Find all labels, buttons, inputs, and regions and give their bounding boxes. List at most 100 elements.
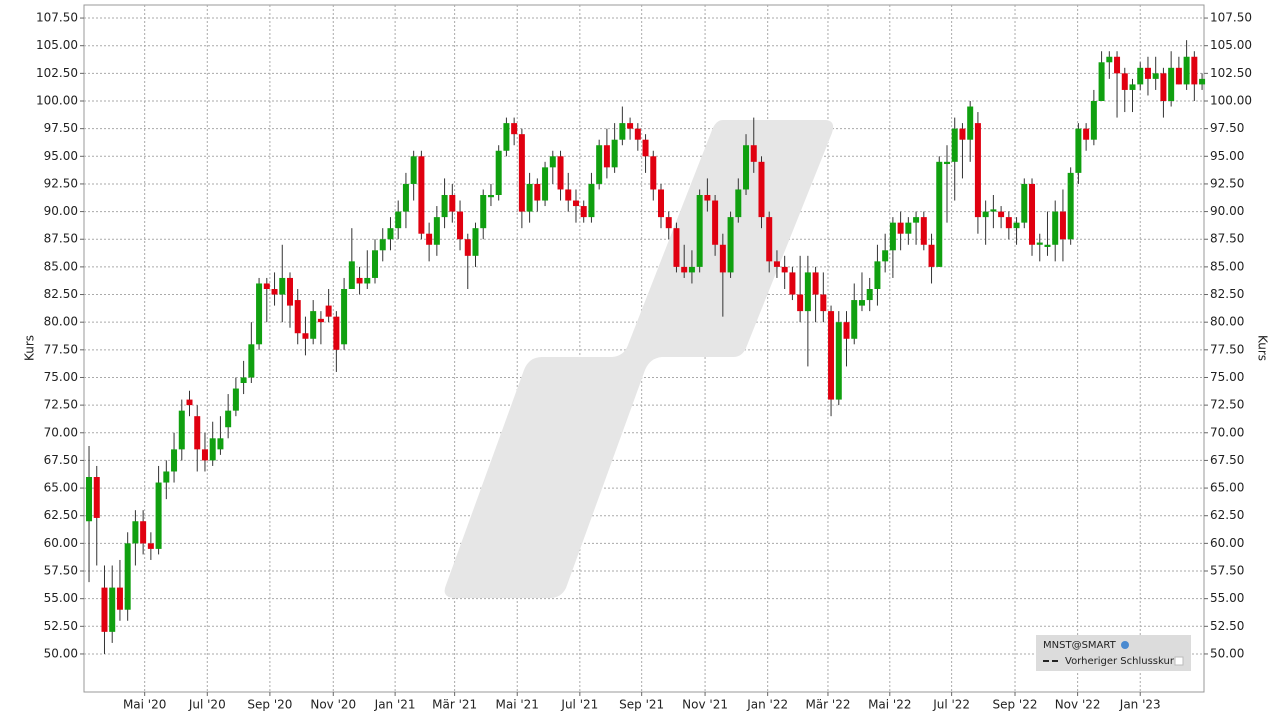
candle-body (804, 272, 811, 312)
candle-body (913, 217, 920, 223)
candle-body (503, 123, 510, 151)
candle-body (1129, 84, 1136, 90)
candle-body (1029, 183, 1036, 245)
x-tick-label: Jan '23 (1119, 698, 1161, 712)
candle-body (719, 244, 726, 273)
y-tick-label: 65.00 (44, 481, 78, 495)
x-tick-label: Jan '21 (374, 698, 416, 712)
candle-body (951, 128, 958, 162)
candle-body (155, 482, 162, 549)
candle-body (147, 543, 154, 549)
candle-body (379, 239, 386, 251)
candle-body (874, 261, 881, 290)
candle-body (279, 277, 286, 295)
y-tick-label: 57.50 (44, 564, 78, 578)
candle-body (410, 156, 417, 184)
y2-tick-label: 102.50 (1210, 66, 1252, 80)
y-tick-label: 82.50 (44, 287, 78, 301)
candle-body (634, 128, 641, 140)
candle-body (534, 183, 541, 201)
y-tick-label: 70.00 (44, 425, 78, 439)
candle-body (758, 161, 765, 218)
candle-body (812, 272, 819, 295)
x-tick-label: Jul '22 (932, 698, 970, 712)
candle-body (1013, 222, 1020, 229)
candle-body (743, 145, 750, 190)
candle-body (518, 134, 525, 212)
candle-body (116, 587, 123, 610)
candle-body (1168, 67, 1175, 101)
candle-body (1059, 211, 1066, 240)
candle-body (542, 167, 549, 201)
candle-body (186, 399, 193, 406)
y2-axis-label: Kurs (1256, 335, 1270, 361)
y2-tick-label: 97.50 (1210, 121, 1244, 135)
candle-body (1144, 67, 1151, 79)
y-tick-label: 92.50 (44, 176, 78, 190)
candle-body (990, 209, 997, 212)
x-tick-label: Mai '20 (123, 698, 166, 712)
candle-body (248, 344, 255, 378)
candle-body (928, 244, 935, 267)
y-tick-label: 72.50 (44, 398, 78, 412)
candle-body (472, 228, 479, 256)
candle-body (943, 161, 950, 165)
y-tick-label: 90.00 (44, 204, 78, 218)
candle-body (372, 250, 379, 278)
legend-label: Vorheriger Schlusskurs (1065, 656, 1179, 667)
x-tick-label: Nov '22 (1055, 698, 1101, 712)
candle-body (642, 139, 649, 157)
candle-body (820, 294, 827, 312)
legend-box (1036, 635, 1191, 671)
x-tick-label: Jul '21 (560, 698, 598, 712)
candle-body (565, 189, 572, 201)
y-tick-label: 95.00 (44, 149, 78, 163)
candle-body (920, 217, 927, 245)
candle-body (665, 217, 672, 229)
y-tick-label: 80.00 (44, 315, 78, 329)
candle-body (387, 228, 394, 240)
candle-body (325, 305, 332, 317)
y2-tick-label: 95.00 (1210, 149, 1244, 163)
candle-body (1114, 56, 1121, 74)
candle-body (487, 194, 494, 198)
candle-body (998, 211, 1005, 218)
x-tick-label: Sep '20 (247, 698, 292, 712)
candle-body (619, 123, 626, 140)
candle-body (967, 106, 974, 140)
candle-body (596, 145, 603, 184)
candle-body (1083, 128, 1090, 140)
candle-body (696, 194, 703, 267)
candle-body (217, 438, 224, 450)
x-tick-label: Sep '22 (993, 698, 1038, 712)
candle-body (681, 266, 688, 273)
candle-body (588, 183, 595, 218)
x-tick-label: Mär '21 (432, 698, 477, 712)
candle-body (1036, 242, 1043, 245)
candle-body (232, 388, 239, 411)
candle-body (549, 156, 556, 168)
candle-body (464, 239, 471, 256)
candle-body (781, 266, 788, 273)
candle-body (897, 222, 904, 234)
candle-body (1044, 244, 1051, 247)
x-tick-label: Mai '21 (496, 698, 539, 712)
candle-body (688, 266, 695, 273)
candle-body (441, 194, 448, 218)
candle-body (650, 156, 657, 190)
candle-body (1075, 128, 1082, 173)
x-tick-label: Nov '20 (310, 698, 356, 712)
y2-tick-label: 72.50 (1210, 398, 1244, 412)
candle-body (294, 300, 301, 334)
y-tick-label: 87.50 (44, 232, 78, 246)
candle-body (1052, 211, 1059, 245)
y2-tick-label: 55.00 (1210, 591, 1244, 605)
x-tick-label: Jul '20 (188, 698, 226, 712)
candle-body (426, 233, 433, 245)
candle-body (418, 156, 425, 234)
candle-body (1021, 183, 1028, 223)
y-tick-label: 105.00 (36, 38, 78, 52)
candle-body (333, 316, 340, 350)
candle-body (86, 477, 93, 522)
